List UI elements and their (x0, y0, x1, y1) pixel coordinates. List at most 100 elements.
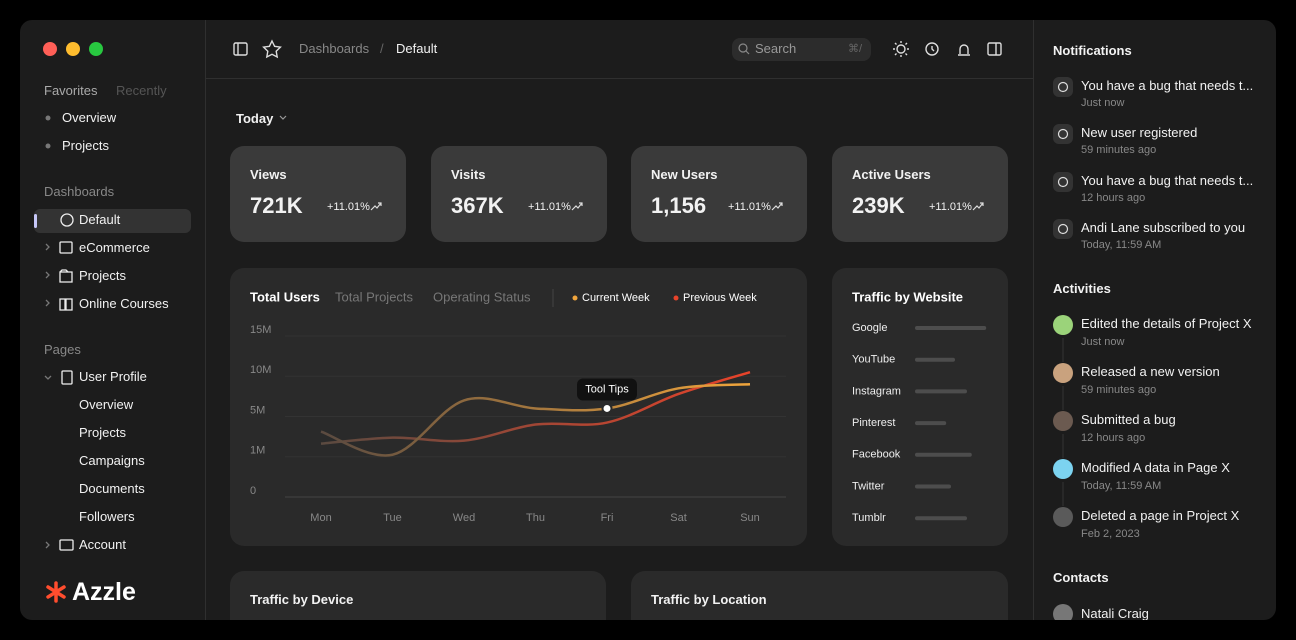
stat-card (631, 146, 807, 242)
stat-value: 721K (250, 193, 303, 218)
notification-icon (1053, 172, 1073, 192)
notification-text[interactable]: New user registered (1081, 125, 1198, 140)
bar (915, 389, 967, 394)
dashboard-item[interactable]: Online Courses (79, 296, 169, 311)
card-title: Traffic by Location (651, 592, 767, 607)
x-tick-label: Wed (453, 512, 475, 524)
chart-title: Total Users (250, 289, 320, 304)
page-item[interactable]: User Profile (79, 369, 147, 384)
activity-text[interactable]: Modified A data in Page X (1081, 460, 1230, 475)
bar (915, 484, 951, 489)
notification-icon (1053, 77, 1073, 97)
avatar (1053, 315, 1073, 335)
page-subitem[interactable]: Overview (79, 397, 134, 412)
notification-text[interactable]: You have a bug that needs t... (1081, 78, 1254, 93)
page-subitem[interactable]: Campaigns (79, 453, 145, 468)
activity-time: Just now (1081, 336, 1125, 348)
chart-title: Traffic by Website (852, 289, 963, 304)
sidebar-tab[interactable]: Favorites (44, 83, 98, 98)
stat-value: 367K (451, 193, 504, 218)
notification-time: 12 hours ago (1081, 192, 1146, 204)
brand: Azzle (72, 578, 136, 606)
dashboard-item[interactable]: eCommerce (79, 240, 150, 255)
search[interactable]: Search (755, 41, 797, 56)
section-heading: Dashboards (44, 184, 115, 199)
page-item[interactable]: Account (79, 537, 126, 552)
y-tick-label: Instagram (852, 385, 901, 397)
legend-label: Previous Week (683, 292, 757, 304)
dashboard-item[interactable]: Default (79, 212, 121, 227)
bar-chart: Traffic by Website Google YouTube Instagram… (852, 289, 987, 524)
legend-dot (572, 295, 578, 301)
sidebar-tab[interactable]: Recently (116, 83, 167, 98)
y-tick-label: 1M (250, 445, 265, 457)
avatar (1053, 604, 1073, 620)
notification-text[interactable]: Andi Lane subscribed to you (1081, 220, 1246, 235)
y-tick-label: Pinterest (852, 417, 895, 429)
activity-time: Feb 2, 2023 (1081, 528, 1140, 540)
activity-time: 12 hours ago (1081, 432, 1146, 444)
favorite-item[interactable]: Projects (62, 138, 109, 153)
stat-change: +11.01% (929, 201, 972, 213)
y-tick-label: 15M (250, 324, 271, 336)
breadcrumb[interactable]: Default (396, 41, 438, 56)
stat-label: New Users (651, 167, 718, 182)
avatar (1053, 459, 1073, 479)
contact-name[interactable]: Natali Craig (1081, 606, 1149, 620)
breadcrumb[interactable]: Dashboards (299, 41, 370, 56)
period-select[interactable]: Today (236, 111, 274, 126)
x-tick-label: Thu (526, 512, 545, 524)
y-tick-label: 0 (250, 485, 256, 497)
x-tick-label: Sun (740, 512, 760, 524)
icons (34, 38, 1002, 603)
stat-card (832, 146, 1008, 242)
stat-card (230, 146, 406, 242)
y-tick-label: Google (852, 322, 887, 334)
activity-text[interactable]: Deleted a page in Project X (1081, 508, 1240, 523)
dashboard-item[interactable]: Projects (79, 268, 126, 283)
x-tick-label: Sat (670, 512, 687, 524)
tooltip-box (577, 378, 637, 401)
y-tick-label: Facebook (852, 449, 901, 461)
notification-time: Today, 11:59 AM (1081, 239, 1162, 251)
tooltip-point (601, 402, 613, 414)
notification-glyph (1057, 81, 1069, 93)
favorite-item[interactable]: Overview (62, 110, 117, 125)
trend-icon (972, 202, 984, 211)
page-subitem[interactable]: Followers (79, 509, 135, 524)
panel-title: Notifications (1053, 43, 1132, 58)
location-card (631, 571, 1008, 620)
stat-label: Visits (451, 167, 486, 182)
x-tick-label: Fri (601, 512, 614, 524)
breadcrumb-sep: / (380, 41, 384, 56)
notification-text[interactable]: You have a bug that needs t... (1081, 173, 1254, 188)
series-line (320, 383, 751, 457)
y-tick-label: YouTube (852, 354, 895, 366)
bar (915, 452, 972, 457)
x-tick-label: Mon (310, 512, 331, 524)
stat-value: 239K (852, 193, 905, 218)
activity-time: 59 minutes ago (1081, 384, 1157, 396)
page-subitem[interactable]: Projects (79, 425, 126, 440)
bar (915, 357, 955, 362)
notification-glyph (1057, 176, 1069, 188)
notification-icon (1053, 219, 1073, 239)
card-title: Traffic by Device (250, 592, 354, 607)
activity-text[interactable]: Released a new version (1081, 364, 1220, 379)
activity-text[interactable]: Submitted a bug (1081, 412, 1176, 427)
legend-label: Current Week (582, 292, 650, 304)
line-chart: Total Users Total Projects Operating Statu… (250, 289, 786, 524)
activity-time: Today, 11:59 AM (1081, 480, 1162, 492)
app-window: Total Users Total Projects Operating Statu… (20, 20, 1276, 620)
page-subitem[interactable]: Documents (79, 481, 145, 496)
activity-text[interactable]: Edited the details of Project X (1081, 316, 1252, 331)
sidebar-divider (205, 20, 206, 620)
bar (915, 326, 987, 330)
trend-icon (771, 202, 783, 211)
trend-icon (571, 202, 583, 211)
device-card (230, 571, 606, 620)
chart-tab: Operating Status (433, 289, 531, 304)
trend-icon (370, 202, 382, 211)
chart-tab: Total Projects (335, 289, 414, 304)
y-tick-label: Tumblr (852, 512, 886, 524)
